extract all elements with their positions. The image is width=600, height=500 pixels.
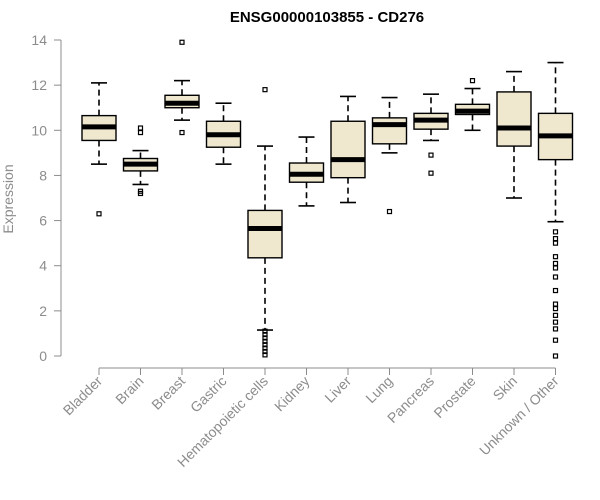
y-tick-label: 12 <box>31 77 47 93</box>
box-unknown-other <box>537 61 574 359</box>
outlier-point <box>428 170 434 176</box>
outlier-point <box>179 129 185 136</box>
box-hematopoietic-cells <box>247 87 283 358</box>
outlier-point <box>137 125 144 131</box>
outlier-point <box>552 254 559 260</box>
y-tick-label: 8 <box>39 167 47 183</box>
box-iqr <box>247 209 283 259</box>
x-tick-label: Liver <box>321 373 354 406</box>
outlier-point <box>262 338 268 344</box>
y-tick-label: 0 <box>39 348 47 364</box>
outlier-point <box>137 129 144 136</box>
outlier-point <box>552 306 559 312</box>
outlier-point <box>262 342 268 348</box>
y-axis: 0 2 4 6 8 10 12 14 <box>31 32 62 364</box>
chart-title: ENSG00000103855 - CD276 <box>230 9 424 26</box>
outlier-point <box>552 353 559 359</box>
y-tick-label: 10 <box>31 122 47 138</box>
box-plot-series <box>81 39 574 359</box>
box-prostate <box>454 78 491 132</box>
outlier-point <box>262 87 268 93</box>
outlier-point <box>96 211 102 217</box>
outlier-point <box>262 328 268 334</box>
outlier-point <box>262 345 268 351</box>
x-tick-label: Prostate <box>430 373 478 421</box>
outlier-point <box>262 348 268 355</box>
outlier-point <box>552 337 559 343</box>
box-iqr <box>496 91 532 147</box>
outlier-point <box>552 260 559 267</box>
outlier-point <box>552 236 559 242</box>
y-tick-label: 4 <box>39 258 47 274</box>
box-lung <box>371 96 408 215</box>
box-gastric <box>205 102 242 165</box>
outlier-point <box>552 287 559 294</box>
outlier-point <box>262 335 268 341</box>
box-pancreas <box>413 93 449 176</box>
outlier-point <box>552 326 559 332</box>
outlier-point <box>386 208 393 215</box>
x-tick-label: Bladder <box>60 373 106 419</box>
outlier-point <box>179 39 185 45</box>
x-tick-label: Breast <box>148 373 188 413</box>
outlier-point <box>552 301 559 307</box>
y-tick-label: 14 <box>31 32 47 48</box>
box-breast <box>164 39 200 136</box>
y-axis-label: Expression <box>0 164 16 233</box>
outlier-point <box>469 78 476 84</box>
outlier-point <box>137 190 144 197</box>
box-iqr <box>330 120 366 179</box>
box-liver <box>330 95 366 204</box>
x-tick-label: Brain <box>112 373 146 407</box>
outlier-point <box>428 152 434 158</box>
outlier-point <box>552 265 559 271</box>
y-tick-label: 6 <box>39 213 47 229</box>
box-kidney <box>288 136 325 207</box>
y-tick-label: 2 <box>39 303 47 319</box>
outlier-point <box>552 229 559 235</box>
outlier-point <box>552 319 559 325</box>
outlier-point <box>262 352 268 358</box>
outlier-point <box>262 331 268 338</box>
box-iqr <box>371 117 408 145</box>
x-tick-label: Lung <box>362 373 395 406</box>
box-bladder <box>81 82 117 217</box>
box-skin <box>496 70 532 199</box>
x-tick-label: Skin <box>490 373 521 404</box>
outlier-point <box>552 274 559 280</box>
outlier-point <box>552 312 559 318</box>
box-brain <box>122 125 159 197</box>
x-tick-label: Unknown / Other <box>476 373 562 459</box>
outlier-point <box>552 240 559 246</box>
x-tick-label: Kidney <box>271 373 313 415</box>
